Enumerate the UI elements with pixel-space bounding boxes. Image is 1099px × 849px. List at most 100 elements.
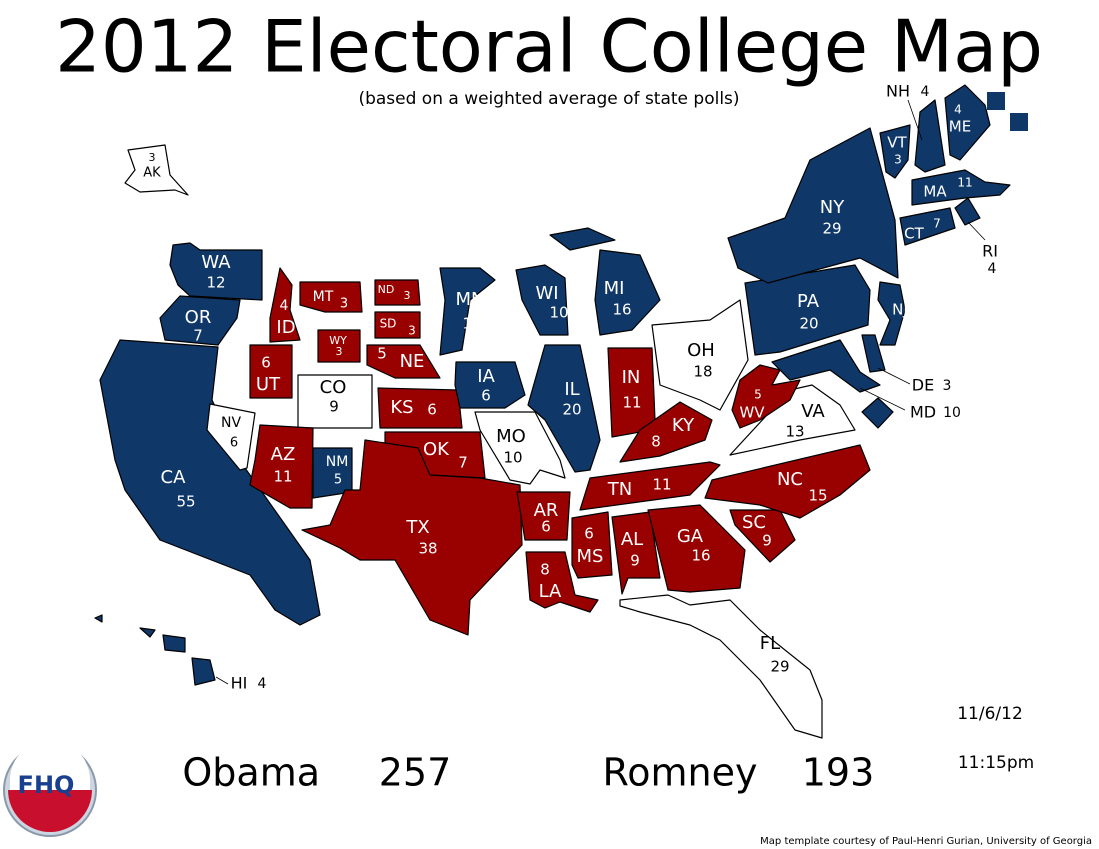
state: OR7 — [159, 295, 241, 346]
state: OK 7 — [384, 431, 486, 479]
state-abbr: NY — [820, 197, 845, 218]
state-shape — [579, 461, 721, 511]
state-shape — [474, 411, 566, 485]
state-abbr: MD — [910, 403, 936, 422]
state-votes: 3 — [943, 378, 952, 394]
state-shape — [861, 334, 886, 373]
state: MS 6 — [571, 511, 613, 579]
state-shape — [269, 267, 301, 343]
state: KS 6 — [377, 387, 463, 429]
state-votes: 4 — [988, 261, 997, 277]
leader-line — [215, 676, 229, 685]
state: LA 8 — [525, 551, 599, 613]
state: MD 10 — [771, 339, 961, 422]
leader-line — [877, 367, 911, 385]
state-abbr: MN — [456, 289, 485, 310]
state-abbr: KY — [672, 415, 695, 436]
state: HI 4 — [94, 614, 267, 693]
state-abbr: NJ — [892, 301, 908, 319]
state-votes: 38 — [418, 540, 437, 558]
state-shape — [317, 329, 361, 363]
state-shape — [94, 614, 103, 623]
state-votes: 15 — [808, 487, 827, 505]
state-abbr: NV — [221, 415, 241, 431]
state-shape — [169, 242, 263, 301]
state-abbr: OK — [423, 439, 450, 460]
state: OH 18 — [651, 299, 749, 411]
state-votes: 10 — [503, 449, 522, 467]
state-abbr: SC — [742, 512, 766, 533]
state: MN 10 — [439, 267, 496, 356]
state-shape — [914, 99, 946, 173]
state-shape — [651, 299, 749, 411]
state-shape — [704, 444, 871, 519]
state-shape — [124, 144, 189, 196]
state-votes: 14 — [900, 332, 917, 347]
title: 2012 Electoral College Map — [55, 5, 1043, 89]
state: MI 16 — [549, 227, 661, 336]
state: IA6 — [454, 361, 526, 409]
leader-line — [907, 99, 923, 141]
state-votes: 3 — [408, 324, 416, 338]
state-votes: 3 — [336, 345, 343, 358]
state: PA 20 — [744, 264, 871, 356]
state-shape — [454, 361, 526, 409]
state-shape — [206, 403, 256, 471]
state-shape — [139, 627, 156, 638]
state-abbr: UT — [256, 374, 281, 395]
state: IN 11 — [607, 347, 656, 438]
state-votes: 7 — [458, 454, 468, 472]
state-votes: 29 — [822, 220, 841, 238]
state: ND 3 — [374, 279, 421, 306]
state-abbr: ME — [949, 118, 971, 136]
state-abbr: MI — [604, 278, 625, 299]
state-shape — [619, 401, 713, 463]
state-votes: 8 — [651, 433, 661, 451]
state-shape — [299, 281, 363, 313]
state-abbr: ND — [378, 283, 395, 296]
state: MT 3 — [299, 281, 363, 313]
state-shape — [527, 344, 601, 473]
state-votes: 4 — [954, 103, 962, 117]
state-shape — [516, 491, 571, 541]
state-shape — [619, 594, 823, 739]
state: SC9 — [729, 509, 796, 563]
state-shape — [439, 267, 496, 356]
state: NE 5 — [366, 344, 441, 379]
state: DC 3 — [861, 397, 933, 449]
state-votes: 6 — [481, 387, 491, 405]
state-shape — [515, 264, 569, 336]
state-abbr: IL — [564, 379, 579, 400]
state-abbr: FL — [760, 633, 780, 654]
state: ID 4 — [269, 267, 301, 343]
state-abbr: DE — [912, 376, 934, 395]
state-shape — [549, 227, 616, 251]
state-abbr: AR — [534, 500, 559, 521]
state-votes: 9 — [329, 398, 339, 416]
state-votes: 55 — [176, 493, 195, 511]
state-votes: 10 — [549, 304, 568, 322]
state-abbr: MS — [577, 546, 604, 567]
state-shape — [159, 295, 241, 346]
state-abbr: ID — [276, 317, 295, 338]
state-abbr: NC — [777, 469, 803, 490]
state-abbr: CA — [161, 467, 187, 488]
state: AK 3 — [124, 144, 189, 196]
state-abbr: WY — [329, 334, 347, 347]
state: NV 6 — [206, 403, 256, 471]
total-name: Romney — [603, 751, 758, 795]
state-votes: 3 — [404, 289, 411, 302]
state-votes: 9 — [630, 552, 640, 570]
state: DE 3 — [861, 334, 952, 395]
logo: FHQ — [3, 740, 97, 837]
logo-white — [10, 740, 90, 790]
state-shape — [594, 249, 661, 336]
state-votes: 6 — [230, 436, 238, 451]
state-shape — [744, 264, 871, 356]
state-abbr: CT — [904, 225, 924, 243]
state-abbr: LA — [539, 581, 562, 602]
state-shape — [191, 657, 216, 686]
